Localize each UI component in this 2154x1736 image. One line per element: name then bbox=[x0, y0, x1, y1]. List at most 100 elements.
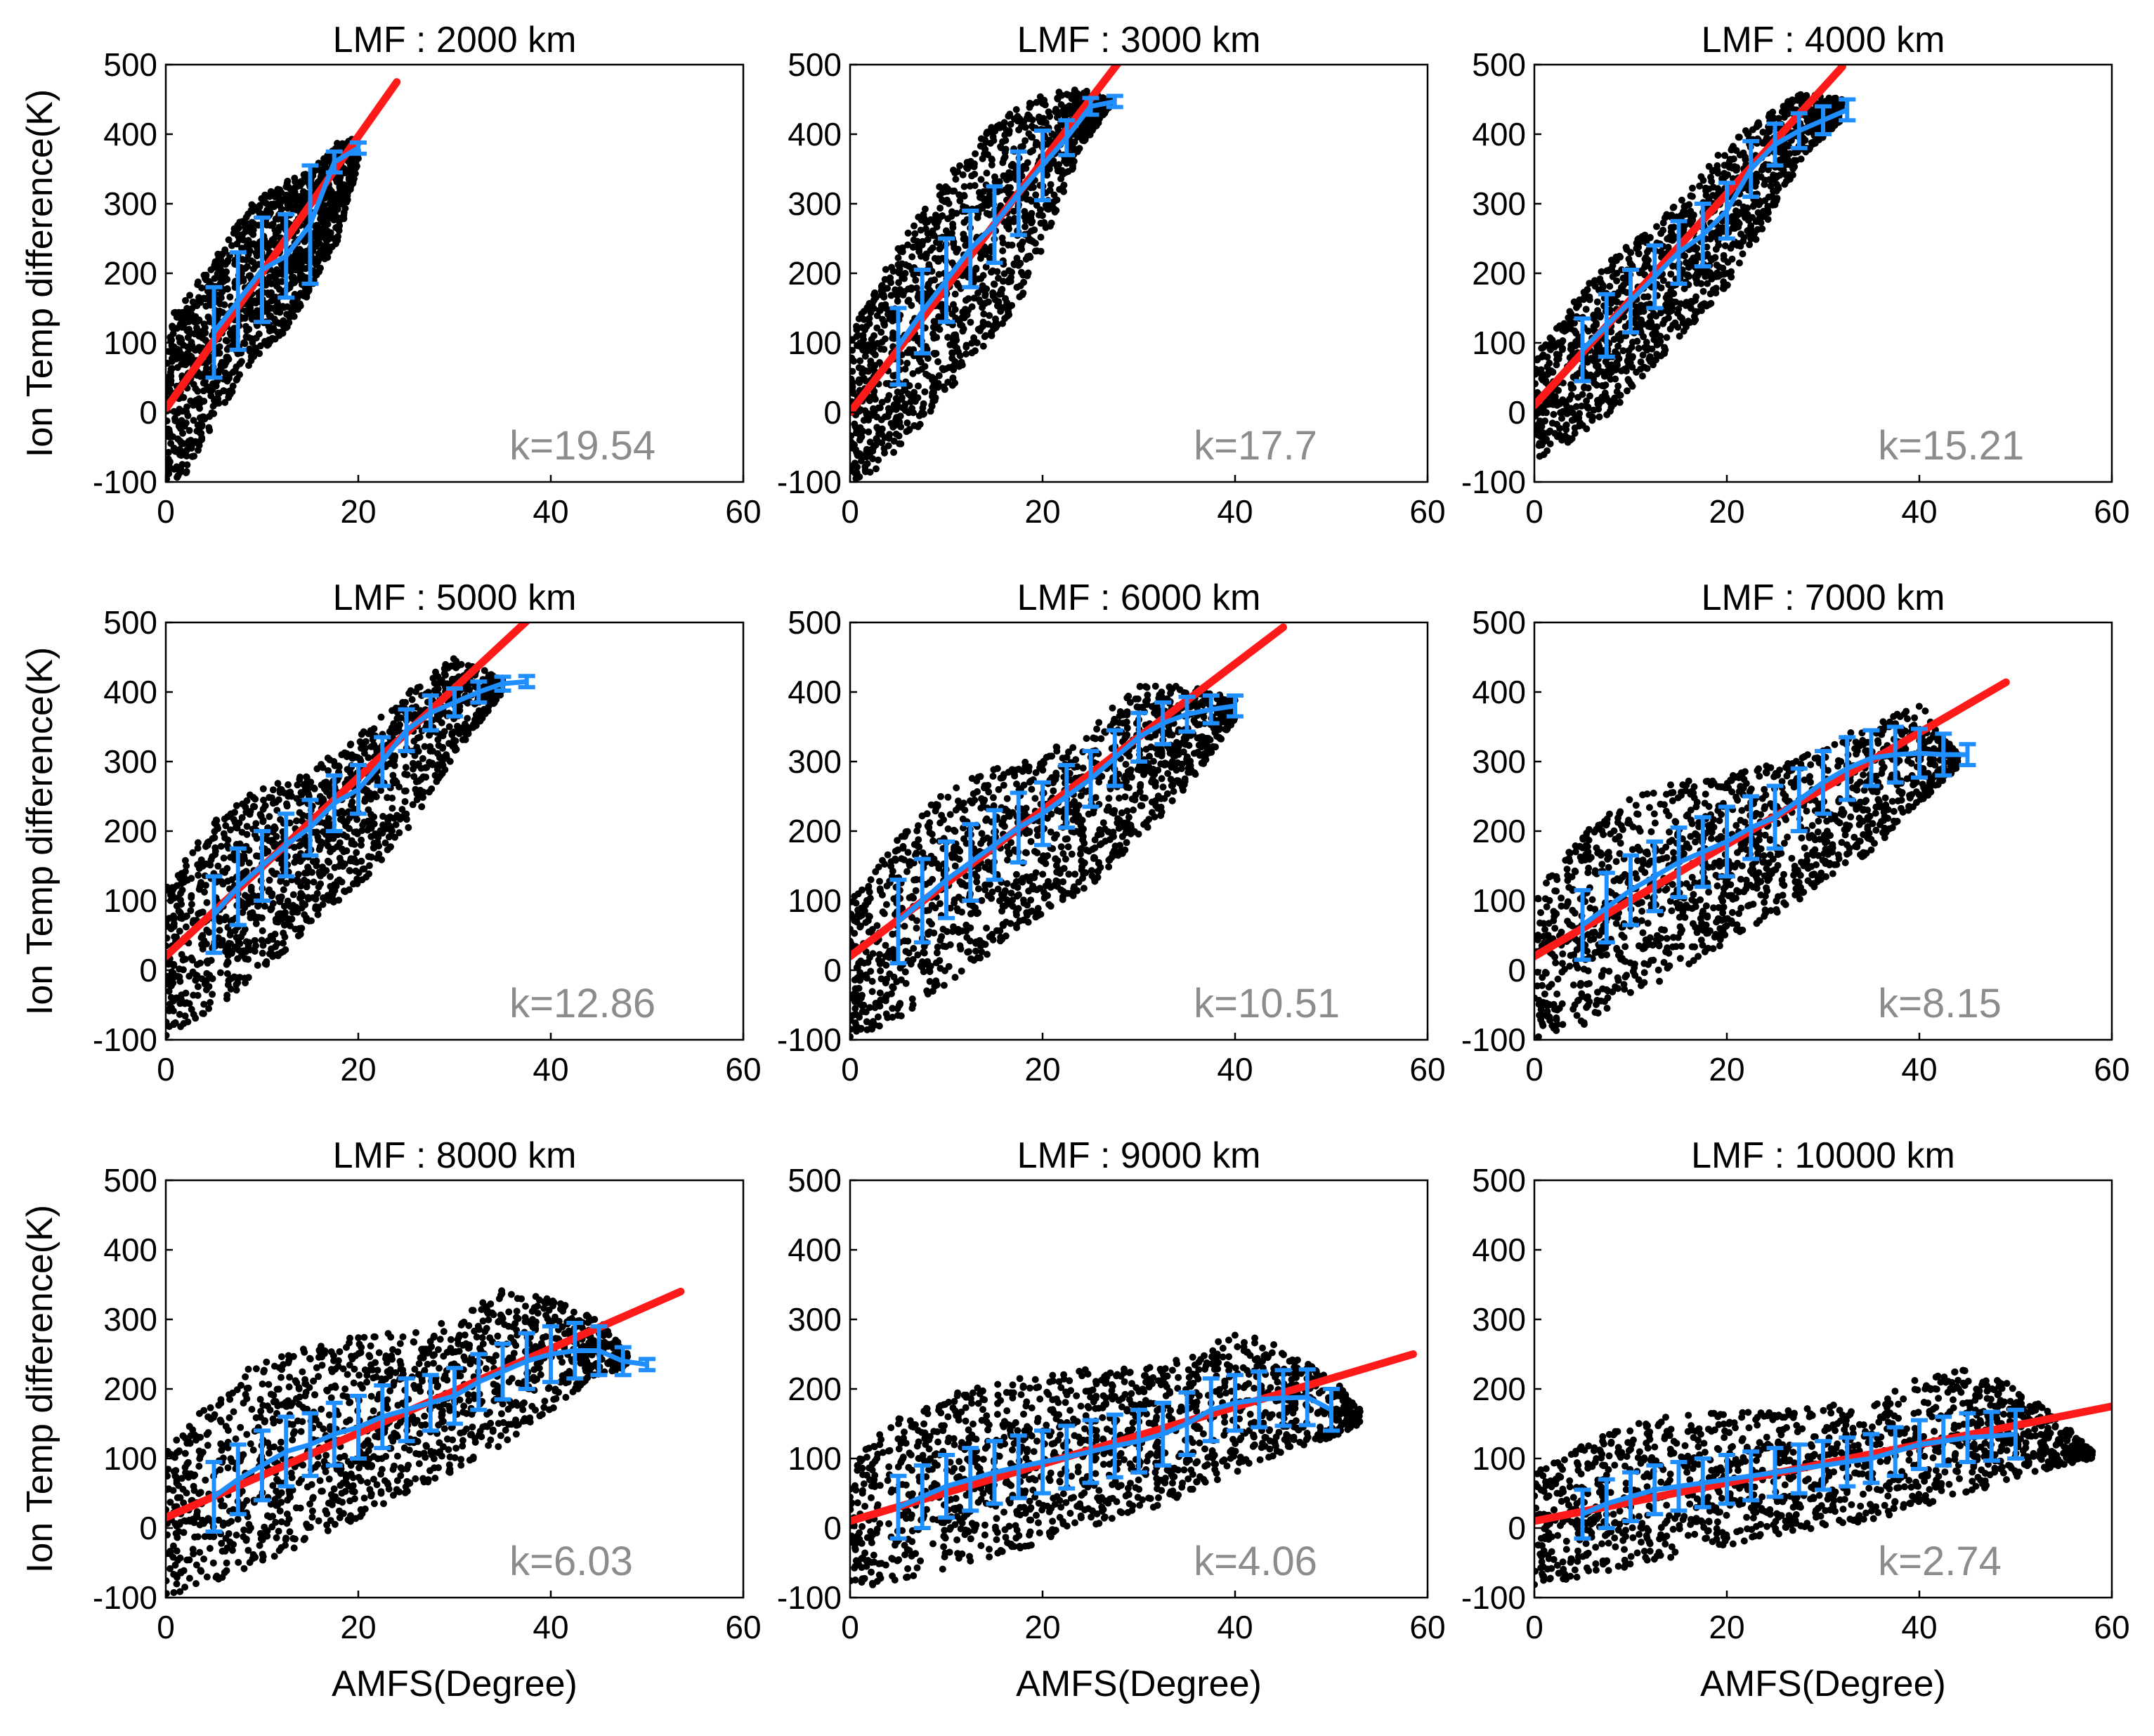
scatter-point bbox=[991, 280, 998, 288]
scatter-point bbox=[866, 469, 874, 476]
scatter-point bbox=[1810, 139, 1817, 147]
scatter-point bbox=[1647, 358, 1654, 365]
scatter-point bbox=[202, 329, 209, 337]
scatter-point bbox=[1570, 416, 1578, 424]
y-tick-label: 100 bbox=[103, 325, 157, 361]
scatter-point bbox=[1057, 110, 1065, 117]
x-tick-label: 20 bbox=[1709, 493, 1744, 530]
scatter-point bbox=[182, 361, 190, 369]
scatter-point bbox=[878, 338, 886, 346]
scatter-point bbox=[899, 244, 906, 252]
scatter-point bbox=[302, 171, 309, 178]
scatter-point bbox=[236, 360, 244, 367]
scatter-point bbox=[850, 443, 855, 451]
scatter-point bbox=[1636, 321, 1644, 329]
scatter-point bbox=[895, 279, 903, 287]
scatter-point bbox=[238, 314, 246, 322]
scatter-point bbox=[1068, 157, 1075, 164]
scatter-point bbox=[327, 195, 335, 202]
scatter-point bbox=[212, 382, 220, 390]
scatter-point bbox=[233, 376, 240, 384]
scatter-point bbox=[1728, 273, 1735, 281]
scatter-point bbox=[955, 363, 963, 370]
scatter-point bbox=[244, 237, 252, 244]
scatter-point bbox=[1626, 359, 1634, 367]
scatter-point bbox=[1614, 332, 1622, 339]
scatter-point bbox=[1538, 423, 1546, 430]
scatter-point bbox=[1586, 411, 1593, 419]
scatter-point bbox=[1755, 201, 1763, 209]
scatter-point bbox=[1005, 169, 1013, 176]
scatter-point bbox=[246, 345, 254, 353]
scatter-point bbox=[1624, 387, 1631, 395]
scatter-point bbox=[1593, 298, 1601, 306]
scatter-point bbox=[183, 305, 191, 312]
scatter-point bbox=[948, 310, 956, 318]
scatter-point bbox=[481, 667, 488, 674]
scatter-point bbox=[346, 184, 354, 192]
scatter-point bbox=[918, 365, 925, 373]
scatter-point bbox=[396, 721, 403, 729]
scatter-point bbox=[930, 389, 937, 396]
scatter-point bbox=[1789, 171, 1796, 179]
scatter-point bbox=[1687, 207, 1695, 215]
scatter-point bbox=[924, 283, 932, 291]
scatter-point bbox=[919, 238, 927, 245]
scatter-point bbox=[877, 328, 885, 336]
x-tick-label: 0 bbox=[1525, 493, 1543, 530]
scatter-point bbox=[317, 880, 325, 888]
scatter-point bbox=[1546, 427, 1554, 435]
scatter-point bbox=[1064, 106, 1072, 114]
scatter-point bbox=[1553, 361, 1560, 369]
scatter-point bbox=[1614, 342, 1622, 350]
scatter-point bbox=[1582, 306, 1590, 313]
scatter-point bbox=[1652, 330, 1660, 338]
scatter-point bbox=[1534, 412, 1539, 420]
scatter-point bbox=[1754, 209, 1762, 216]
scatter-point bbox=[850, 383, 856, 391]
scatter-point bbox=[1028, 227, 1036, 235]
scatter-point bbox=[1040, 96, 1048, 104]
scatter-point bbox=[295, 192, 303, 200]
scatter-point bbox=[249, 265, 257, 273]
scatter-point bbox=[242, 955, 249, 962]
scatter-point bbox=[278, 205, 285, 213]
scatter-point bbox=[340, 164, 348, 172]
scatter-point bbox=[944, 215, 952, 223]
scatter-point bbox=[896, 440, 903, 448]
scatter-point bbox=[996, 178, 1003, 185]
scatter-point bbox=[1646, 234, 1654, 241]
scatter-point bbox=[183, 862, 190, 870]
scatter-point bbox=[318, 254, 325, 261]
scatter-point bbox=[863, 453, 870, 461]
scatter-point bbox=[1705, 195, 1713, 203]
scatter-point bbox=[1603, 411, 1611, 419]
scatter-point bbox=[1735, 133, 1743, 141]
scatter-point bbox=[181, 856, 189, 864]
scatter-point bbox=[1021, 208, 1029, 215]
scatter-points bbox=[850, 86, 1114, 482]
scatter-point bbox=[177, 334, 185, 342]
scatter-point bbox=[279, 303, 287, 311]
scatter-point bbox=[264, 339, 272, 347]
error-bar bbox=[1815, 104, 1832, 136]
scatter-point bbox=[986, 139, 994, 147]
scatter-point bbox=[929, 227, 936, 235]
scatter-point bbox=[1017, 282, 1024, 289]
scatter-point bbox=[850, 432, 855, 440]
scatter-point bbox=[1633, 244, 1640, 252]
scatter-point bbox=[873, 324, 881, 332]
scatter-point bbox=[1056, 91, 1064, 98]
scatter-point bbox=[1088, 115, 1096, 123]
scatter-point bbox=[1744, 227, 1751, 235]
y-tick-label: 200 bbox=[1472, 255, 1526, 292]
scatter-point bbox=[206, 426, 214, 434]
scatter-point bbox=[883, 306, 891, 313]
scatter-point bbox=[869, 448, 877, 455]
scatter-point bbox=[956, 162, 964, 169]
scatter-point bbox=[194, 387, 202, 395]
scatter-point bbox=[1762, 137, 1770, 145]
scatter-point bbox=[195, 442, 203, 449]
error-bar bbox=[1646, 243, 1664, 311]
scatter-point bbox=[1572, 342, 1579, 350]
